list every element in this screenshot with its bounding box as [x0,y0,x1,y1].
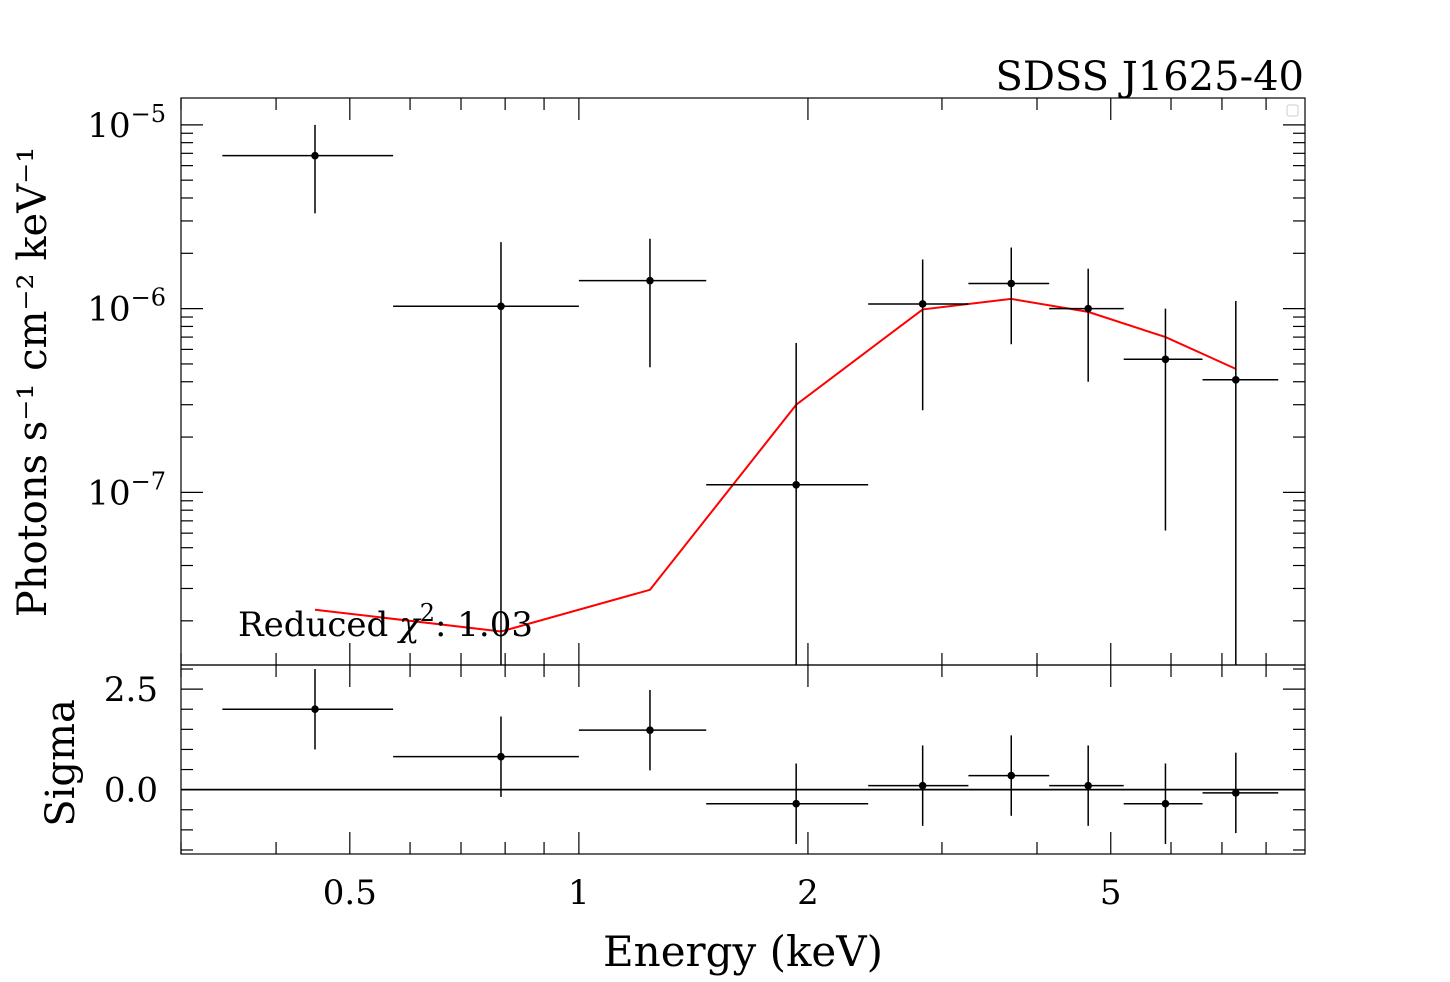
spectrum-y-tick-label: 10−7 [87,467,166,513]
data-point [497,302,505,311]
residual-point [1084,781,1092,790]
model-curve-layer [314,297,1237,633]
spectrum-y-tick-label: 10−6 [87,284,166,330]
residual-point [311,705,319,714]
model-curve [314,297,1237,633]
data-point [646,276,654,285]
spectrum-minor-ticks [180,98,1305,665]
data-point [1084,304,1092,313]
data-point [1161,355,1170,364]
x-tick-label: 1 [568,873,590,913]
residual-point [1007,771,1016,780]
residual-point [1232,789,1240,797]
residual-data-layer [222,669,1279,844]
data-point [1007,279,1016,288]
spectrum-major-ticks [181,98,1305,665]
chart-title: SDSS J1625-40 [995,54,1304,100]
y-axis-label-spectrum: Photons s⁻¹ cm⁻² keV⁻¹ [10,147,56,617]
residual-point [497,752,505,761]
spectrum-panel: 10−5 10−6 10−7 Reduced χ2: 1.03 [87,97,1306,666]
spectrum-data-layer [222,124,1279,665]
x-tick-label: 2 [797,873,819,913]
data-point [918,300,927,308]
data-point [792,480,800,489]
spectrum-frame [180,97,1306,666]
residual-point [646,726,654,734]
legend-box [1286,104,1299,117]
residual-panel: 2.5 0.0 0.5 1 2 5 [104,664,1306,913]
y-axis-label-sigma: Sigma [38,699,84,827]
residual-y-tick-label: 2.5 [104,670,158,710]
x-tick-label: 5 [1100,873,1122,913]
x-axis-label: Energy (keV) [603,927,883,976]
residual-frame [180,664,1306,855]
residual-point [792,799,800,808]
residual-point [918,781,927,790]
residual-major-ticks [181,665,1305,854]
residual-ytick-labels: 2.5 0.0 [104,670,158,811]
residual-point [1161,799,1170,808]
x-tick-label: 0.5 [323,873,377,913]
spectrum-ytick-labels: 10−5 10−6 10−7 [87,100,166,514]
residual-minor-ticks [180,665,1305,854]
data-point [1232,375,1240,384]
reduced-chi2-annotation: Reduced χ2: 1.03 [238,599,533,645]
spectrum-y-tick-label: 10−5 [87,100,166,146]
x-tick-labels: 0.5 1 2 5 [323,873,1122,913]
data-point [311,151,319,160]
residual-y-tick-label: 0.0 [104,771,158,811]
